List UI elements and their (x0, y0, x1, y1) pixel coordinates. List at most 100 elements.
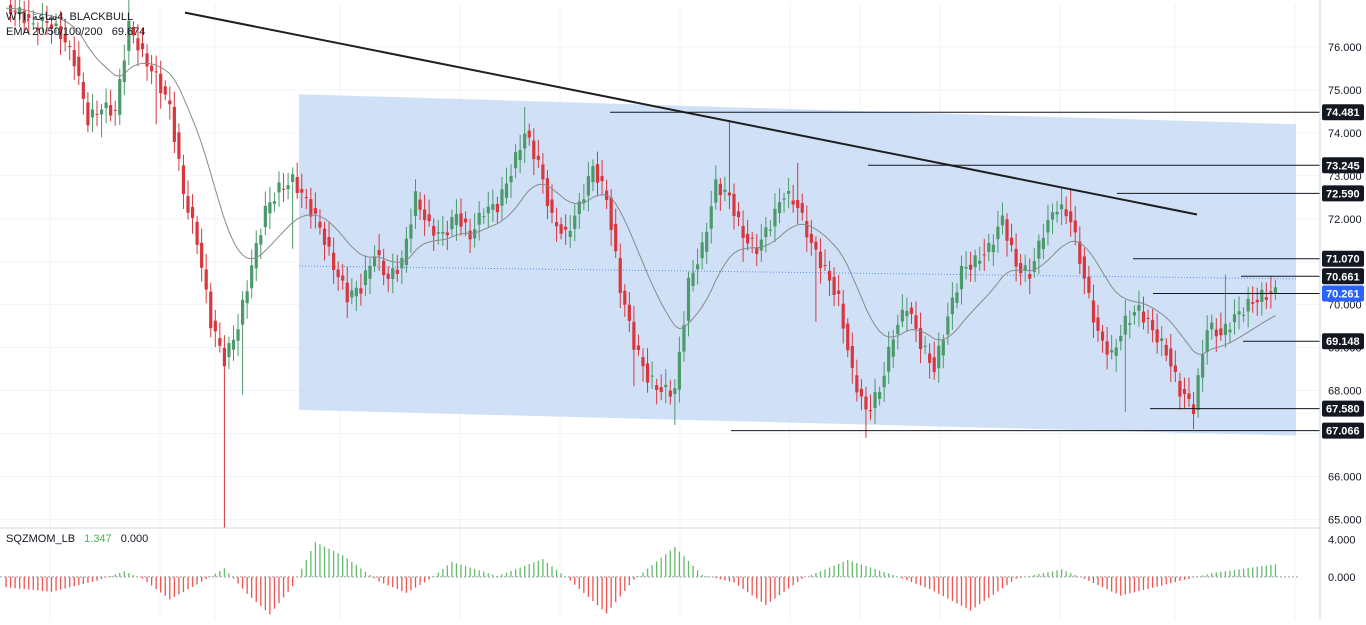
candle-body (627, 304, 631, 321)
candle-body (941, 340, 945, 356)
candle-body (40, 16, 44, 22)
candle-body (227, 343, 231, 358)
symbol-line: WTI, ‏4ساعة, BLACKBULL (6, 11, 134, 23)
candle-body (514, 152, 518, 169)
candle-body (1201, 354, 1205, 378)
candle-body (427, 214, 431, 222)
price-tick-label: 68.000 (1328, 386, 1362, 398)
candle-body (732, 193, 736, 217)
candle-body (1114, 347, 1118, 356)
candle-body (1005, 219, 1009, 241)
candle-body (527, 130, 531, 138)
price-tick-label: 75.000 (1328, 85, 1362, 97)
candle-body (8, 4, 13, 15)
candle-body (181, 165, 186, 195)
candle-body (691, 272, 695, 286)
candle-body (204, 269, 208, 290)
candle-body (918, 328, 923, 350)
candle-body (741, 226, 745, 238)
candle-body (1251, 302, 1255, 304)
candle-body (723, 189, 727, 193)
candle-body (928, 353, 932, 363)
candle-body (13, 10, 17, 12)
candle-body (969, 264, 973, 270)
price-level-label-bg (1322, 333, 1364, 350)
candle-body (618, 257, 622, 294)
candle-body (800, 203, 804, 213)
candle-body (591, 166, 595, 183)
price-level-label: 73.245 (1326, 160, 1360, 172)
candle-body (1019, 263, 1023, 274)
ema-value: 69.674 (111, 26, 146, 38)
candle-body (118, 79, 122, 115)
candle-body (636, 345, 641, 351)
candle-body (236, 329, 240, 341)
candle-body (677, 351, 681, 390)
candle-body (1228, 329, 1232, 333)
candle-body (736, 211, 741, 218)
candle-body (259, 235, 263, 245)
candle-body (1219, 328, 1223, 336)
candle-body (846, 323, 850, 351)
candle-body (996, 226, 1000, 240)
candle-body (864, 396, 868, 410)
candle-body (1246, 298, 1250, 312)
candle-body (109, 105, 113, 116)
candle-body (586, 176, 590, 196)
candle-body (86, 102, 90, 126)
candle-body (655, 385, 659, 390)
candle-body (950, 297, 954, 315)
price-level-label: 70.661 (1326, 271, 1360, 283)
candle-body (900, 309, 904, 322)
candle-body (1214, 329, 1218, 337)
candle-body (363, 270, 368, 286)
candle-body (878, 391, 882, 399)
candle-body (545, 178, 550, 207)
candle-body (1237, 311, 1241, 315)
candle-body (150, 65, 154, 72)
candle-body (1060, 204, 1064, 210)
candle-body (937, 345, 941, 369)
candle-body (582, 199, 586, 204)
candle-body (641, 357, 645, 367)
candle-body (577, 201, 581, 215)
candle-body (436, 232, 440, 234)
candle-body (882, 375, 886, 388)
candle-body (1264, 297, 1268, 300)
candle-body (327, 236, 331, 247)
candle-body (1187, 393, 1191, 400)
candle-body (54, 23, 58, 26)
candle-body (814, 241, 818, 250)
candle-body (841, 303, 845, 329)
candle-body (1232, 314, 1237, 323)
price-level-label-bg (1322, 268, 1364, 285)
candle-body (277, 182, 281, 193)
candle-body (454, 214, 459, 225)
candle-body (418, 199, 422, 210)
candle-body (350, 290, 354, 298)
candle-body (491, 204, 495, 210)
candle-body (595, 164, 600, 183)
candle-body (777, 202, 782, 214)
candle-body (887, 346, 891, 372)
candle-body (1196, 375, 1200, 410)
candle-body (682, 325, 686, 352)
candle-body (805, 221, 809, 238)
candle-body (714, 179, 718, 203)
candle-body (473, 229, 477, 239)
candle-body (222, 347, 226, 367)
price-level-label-bg (1322, 185, 1364, 202)
price-channel (299, 94, 1296, 436)
candle-body (768, 229, 772, 231)
candle-body (445, 232, 449, 236)
candle-body (341, 275, 345, 281)
candle-body (245, 291, 249, 304)
price-level-label: 74.481 (1326, 107, 1360, 119)
candle-body (773, 208, 777, 227)
candle-body (1160, 338, 1164, 341)
candle-body (573, 215, 577, 230)
candle-body (1182, 388, 1187, 394)
candle-body (304, 197, 308, 199)
